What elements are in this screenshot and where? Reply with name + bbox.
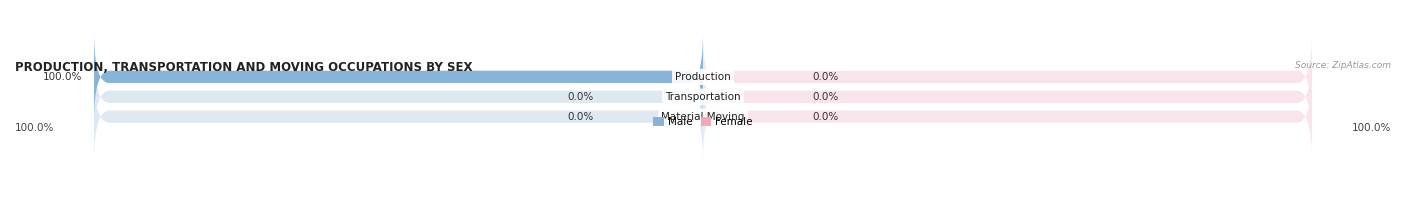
- Text: 0.0%: 0.0%: [567, 92, 593, 102]
- Text: Material Moving: Material Moving: [661, 112, 745, 122]
- Text: 0.0%: 0.0%: [813, 92, 839, 102]
- FancyBboxPatch shape: [94, 73, 703, 160]
- Text: 0.0%: 0.0%: [567, 112, 593, 122]
- FancyBboxPatch shape: [94, 33, 703, 120]
- FancyBboxPatch shape: [94, 53, 703, 140]
- Text: 100.0%: 100.0%: [1351, 123, 1391, 133]
- Text: PRODUCTION, TRANSPORTATION AND MOVING OCCUPATIONS BY SEX: PRODUCTION, TRANSPORTATION AND MOVING OC…: [15, 61, 472, 74]
- Text: 0.0%: 0.0%: [813, 112, 839, 122]
- Text: 0.0%: 0.0%: [813, 72, 839, 82]
- Text: 100.0%: 100.0%: [15, 123, 55, 133]
- Text: Transportation: Transportation: [665, 92, 741, 102]
- FancyBboxPatch shape: [703, 33, 1312, 120]
- Text: 100.0%: 100.0%: [42, 72, 82, 82]
- FancyBboxPatch shape: [703, 73, 1312, 160]
- FancyBboxPatch shape: [94, 33, 703, 120]
- Text: Source: ZipAtlas.com: Source: ZipAtlas.com: [1295, 61, 1391, 70]
- Text: Production: Production: [675, 72, 731, 82]
- FancyBboxPatch shape: [703, 53, 1312, 140]
- Legend: Male, Female: Male, Female: [650, 113, 756, 131]
